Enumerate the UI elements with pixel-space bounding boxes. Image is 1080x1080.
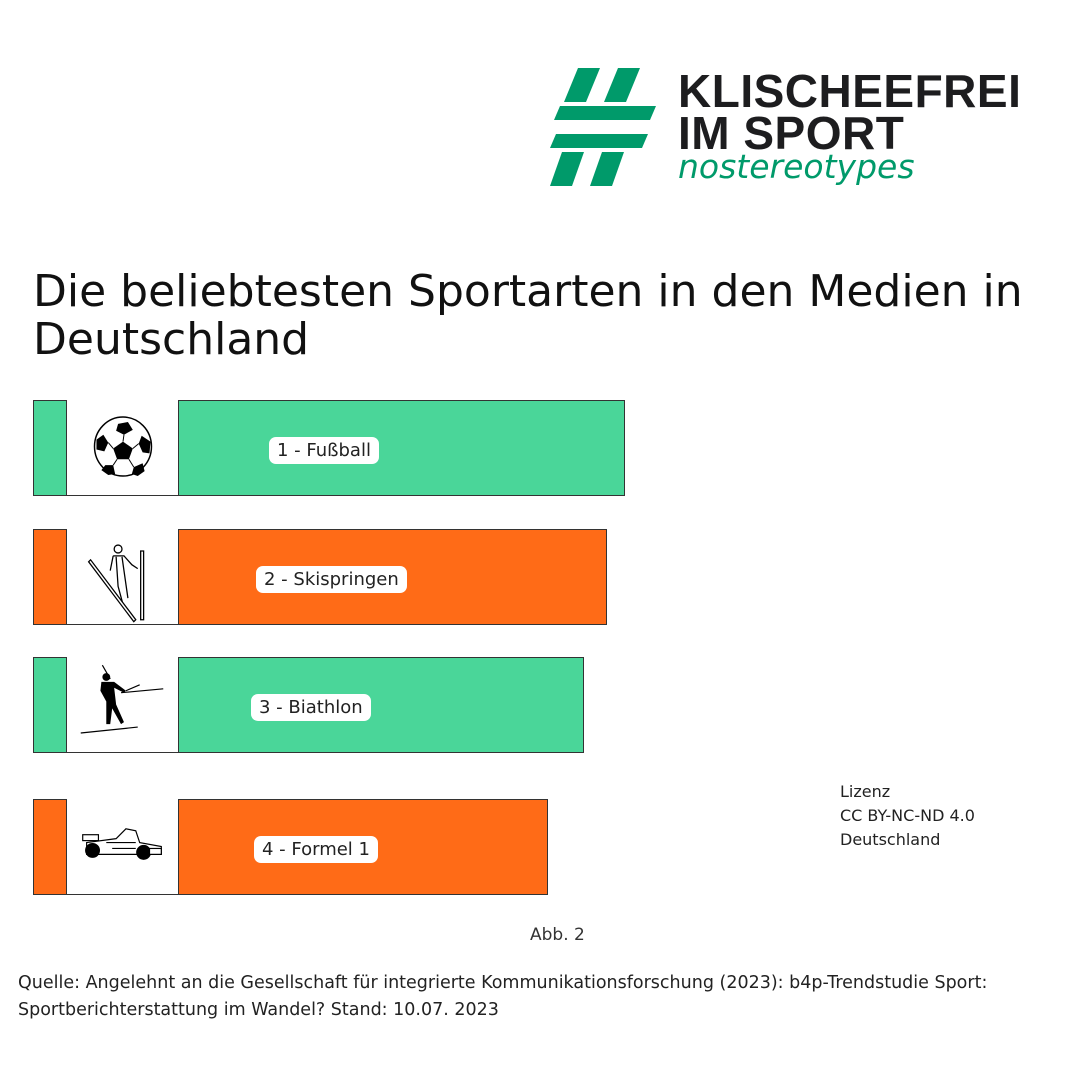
soccer-ball-icon (66, 400, 179, 496)
formula-one-car-icon (66, 799, 179, 895)
bar-3: 3 - Biathlon (33, 657, 584, 753)
ski-jumper-icon (66, 529, 179, 625)
logo-text-line2: IM SPORT (678, 107, 905, 159)
hashtag-logo-icon (550, 68, 656, 186)
license-region: Deutschland (840, 830, 941, 849)
license-name: CC BY-NC-ND 4.0 (840, 806, 975, 825)
logo: KLISCHEEFREI IM SPORT nostereotypes (548, 66, 1021, 196)
bar-label: 4 - Formel 1 (254, 836, 378, 863)
bar-label: 3 - Biathlon (251, 694, 371, 721)
logo-tagline: nostereotypes (678, 147, 915, 186)
bar-2: 2 - Skispringen (33, 529, 608, 625)
page-title: Die beliebtesten Sportarten in den Medie… (33, 266, 1023, 365)
bar-1: 1 - Fußball (33, 400, 625, 496)
logo-text-line1: KLISCHEEFREI (678, 65, 1022, 117)
bar-label: 2 - Skispringen (256, 566, 407, 593)
source-citation: Quelle: Angelehnt an die Gesellschaft fü… (18, 973, 988, 1020)
license-label: Lizenz (840, 782, 891, 801)
bar-label: 1 - Fußball (269, 437, 379, 464)
bar-4: 4 - Formel 1 (33, 799, 549, 895)
figure-label: Abb. 2 (530, 925, 585, 945)
biathlete-icon (66, 657, 179, 753)
license-note: Lizenz CC BY-NC-ND 4.0 Deutschland (840, 780, 975, 852)
